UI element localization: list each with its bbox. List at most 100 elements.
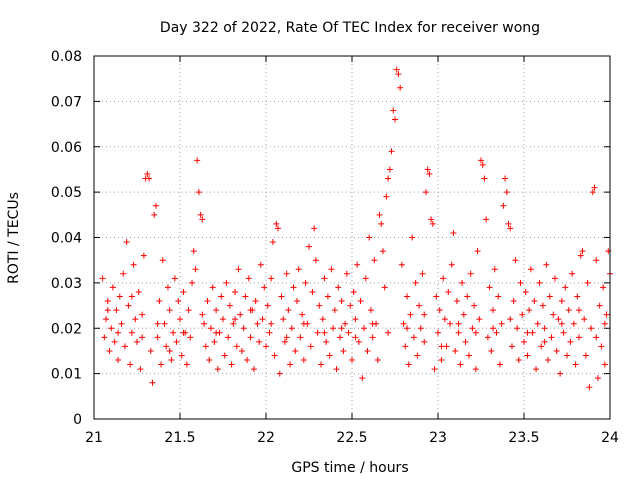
data-point [584,279,591,286]
data-point [292,347,299,354]
data-point [347,302,354,309]
data-point [237,311,244,318]
data-points [99,66,613,391]
data-point [263,343,269,350]
data-point [379,248,386,255]
data-point [464,293,471,300]
data-point [388,148,395,155]
data-point [440,275,447,282]
data-point [209,284,216,291]
data-point [180,329,187,336]
data-point [268,320,275,327]
data-point [295,266,302,273]
data-point [185,307,192,314]
data-point [183,361,190,368]
data-point [293,298,300,305]
data-point [225,334,232,341]
y-tick-label: 0.01 [51,367,82,383]
data-point [390,107,397,114]
data-point [524,352,531,359]
data-point [120,270,127,277]
data-point [106,347,113,354]
data-point [438,357,445,364]
data-point [240,325,247,332]
data-point [244,357,251,364]
data-point [121,343,128,350]
data-point [493,329,500,336]
data-point [349,357,355,364]
data-point [300,357,307,364]
data-point [163,343,170,350]
data-point [574,293,581,300]
data-point [514,325,521,332]
data-point [307,343,314,350]
data-point [333,366,340,373]
data-point [115,357,122,364]
data-point [283,270,290,277]
data-point [508,343,515,350]
data-point [321,329,328,336]
data-point [273,220,280,227]
data-point [290,284,297,291]
data-point [536,279,543,286]
data-point [342,320,349,327]
data-point [412,279,419,286]
data-point [428,216,435,223]
data-point [460,311,467,318]
data-point [128,293,135,300]
data-point [180,288,187,295]
data-point [280,316,287,323]
data-point [581,316,588,323]
data-point [302,279,309,286]
data-point [529,329,536,336]
data-point [500,202,507,209]
data-point [281,338,288,345]
data-point [567,338,574,345]
y-tick-label: 0.04 [51,231,82,247]
data-point [515,357,522,364]
data-point [395,71,402,78]
data-point [381,284,388,291]
data-point [195,189,202,196]
data-point [252,298,259,305]
data-point [245,275,252,282]
data-point [300,320,307,327]
data-point [362,275,369,282]
data-point [512,257,519,264]
data-point [147,347,154,354]
data-point [385,175,392,182]
data-point [202,343,209,350]
data-point [232,316,239,323]
data-point [404,325,411,332]
data-point [235,266,242,273]
data-point [357,298,364,305]
data-point [173,338,180,345]
data-point [256,338,263,345]
data-point [123,239,130,246]
data-point [558,320,565,327]
data-point [287,361,294,368]
data-point [429,220,436,227]
data-point [582,352,589,359]
data-point [476,316,483,323]
data-point [146,175,153,182]
data-point [469,325,476,332]
data-point [526,307,533,314]
data-point [306,243,312,250]
x-tick-label: 22 [257,430,275,446]
data-point [417,325,424,332]
data-point [331,307,338,314]
data-point [101,334,108,341]
data-point [257,261,264,268]
data-point [125,302,132,309]
data-point [152,202,159,209]
data-point [538,343,545,350]
data-point [426,170,433,177]
data-point [491,266,498,273]
data-point [505,220,512,227]
data-point [233,343,240,350]
data-point [345,329,352,336]
data-point [103,316,110,323]
data-point [166,307,173,314]
data-point [268,275,275,282]
